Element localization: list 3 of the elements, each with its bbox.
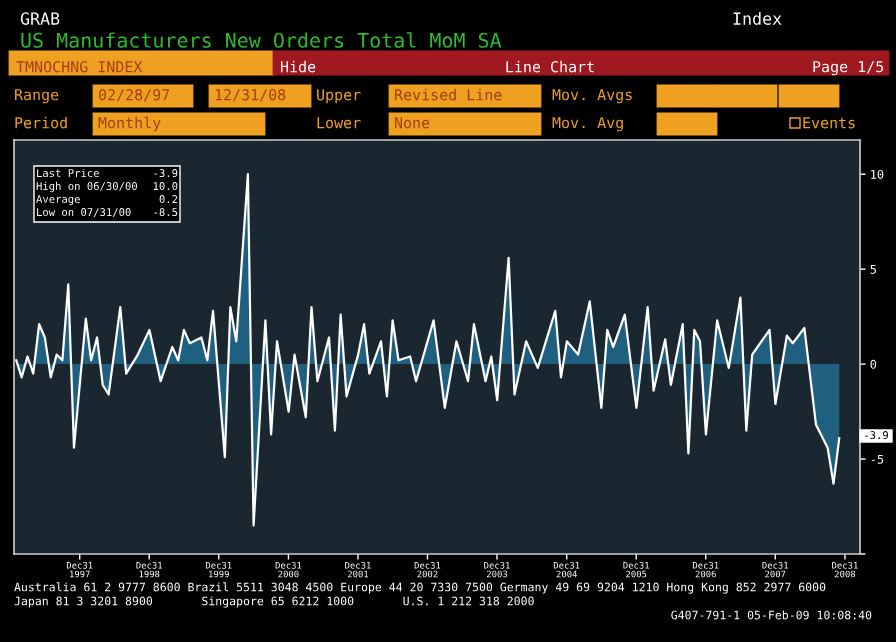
chart-title: US Manufacturers New Orders Total MoM SA [21, 32, 502, 48]
text: GRAB [20, 12, 60, 25]
text: Index [733, 11, 782, 25]
